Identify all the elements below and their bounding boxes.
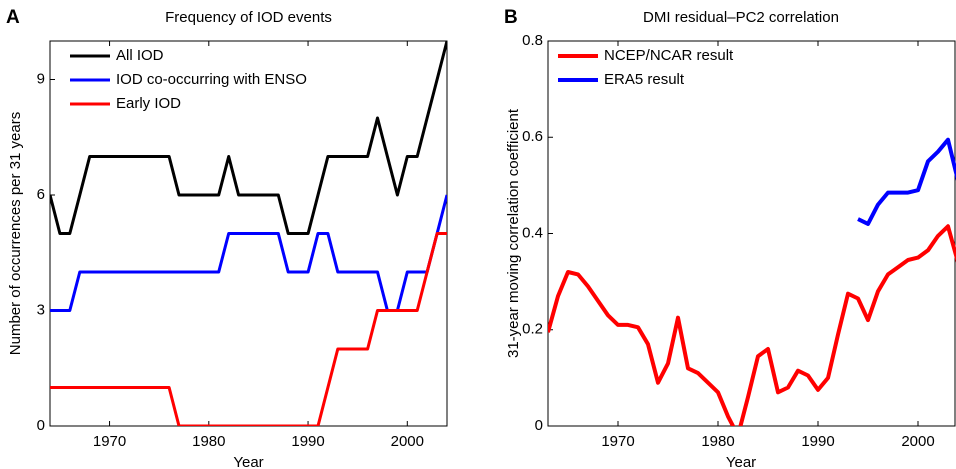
x-tick-label: 1990 [801, 433, 834, 450]
chart-title: Frequency of IOD events [165, 9, 332, 26]
y-tick-label: 6 [37, 186, 45, 203]
legend-label: NCEP/NCAR result [604, 47, 734, 64]
x-tick-label: 1970 [93, 433, 126, 450]
legend-label: IOD co-occurring with ENSO [116, 71, 307, 88]
data-line [857, 137, 956, 226]
x-tick-label: 2000 [391, 433, 424, 450]
panel-label: B [504, 7, 518, 28]
data-line [50, 41, 447, 235]
y-tick-label: 0.8 [522, 32, 543, 49]
x-tick-label: 1980 [701, 433, 734, 450]
data-line [548, 224, 956, 426]
x-tick-label: 1970 [601, 433, 634, 450]
y-axis-label: Number of occurrences per 31 years [7, 112, 24, 355]
plot-frame [547, 40, 956, 427]
x-axis-label: Year [233, 454, 263, 469]
y-tick-label: 0.2 [522, 321, 543, 338]
y-tick-label: 0 [535, 417, 543, 434]
plot-area [50, 41, 447, 426]
data-line [50, 194, 447, 312]
y-tick-label: 9 [37, 70, 45, 87]
y-tick-label: 3 [37, 301, 45, 318]
y-tick-label: 0.4 [522, 224, 543, 241]
chart-title: DMI residual–PC2 correlation [643, 9, 839, 26]
x-tick-label: 1990 [291, 433, 324, 450]
legend-label: Early IOD [116, 95, 181, 112]
x-tick-label: 1980 [192, 433, 225, 450]
y-axis-label: 31-year moving correlation coefficient [505, 108, 522, 358]
x-tick-label: 2000 [901, 433, 934, 450]
y-tick-label: 0 [37, 417, 45, 434]
x-axis-label: Year [726, 454, 756, 469]
panel-label: A [6, 7, 20, 28]
plot-area [548, 137, 956, 426]
data-line [50, 232, 447, 426]
legend-label: ERA5 result [604, 71, 685, 88]
legend-label: All IOD [116, 47, 164, 64]
y-tick-label: 0.6 [522, 128, 543, 145]
